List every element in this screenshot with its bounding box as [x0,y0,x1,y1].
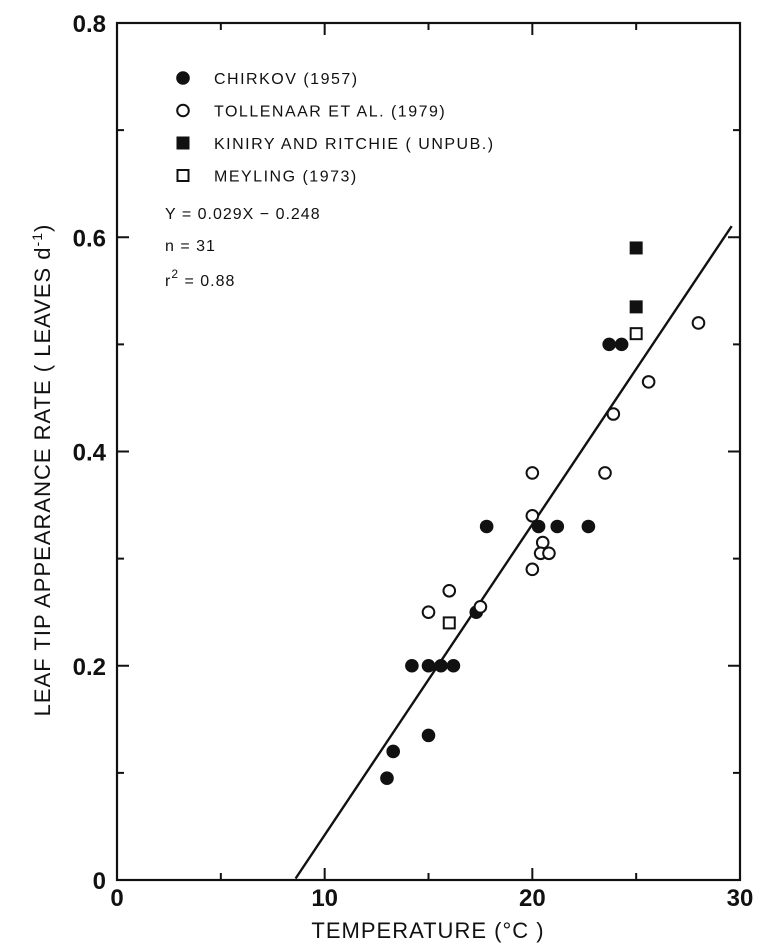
data-point [542,546,556,561]
y-tick-label: 0.2 [73,654,106,681]
x-tick-label: 10 [311,885,338,912]
data-point [629,241,643,255]
data-point [421,658,436,673]
y-axis-label: LEAF TIP APPEARANCE RATE ( LEAVES d-1) [29,224,55,717]
y-tick-label: 0.6 [73,225,106,252]
data-point [386,744,400,759]
equation-text: Y = 0.029X − 0.248 [165,206,321,223]
x-tick-label: 30 [727,885,754,912]
legend-marker [176,71,190,85]
axis-ticks [116,22,741,881]
y-axis-label-end: ) [30,224,55,232]
data-point [442,616,456,630]
r2-suffix: = 0.88 [179,273,235,290]
data-point [479,519,494,534]
legend: CHIRKOV (1957) TOLLENAAR ET AL. (1979) KIN… [176,71,495,186]
legend-marker [176,169,190,182]
series-3 [629,241,643,314]
data-point [614,337,629,352]
series-2 [421,316,706,619]
data-point [641,375,656,389]
series-4 [442,327,643,630]
data-point [525,562,540,577]
data-point [535,535,550,550]
n-text: n = 31 [165,238,216,255]
data-point [629,327,643,341]
y-axis-label-main: LEAF TIP APPEARANCE RATE ( LEAVES d [30,246,55,716]
regression-line [294,225,733,880]
axis-tick-labels: 0 10 20 30 0 0.2 0.4 0.6 0.8 [73,11,754,912]
data-point [531,519,546,534]
data-point [602,337,616,352]
r2-text: r2 = 0.88 [165,267,235,290]
y-axis-label-superscript: -1 [29,232,45,246]
data-point [629,300,643,314]
x-tick-label: 0 [110,885,123,912]
y-tick-label: 0.4 [73,440,107,467]
y-tick-label: 0.8 [73,11,106,38]
data-point [581,519,596,534]
legend-label: MEYLING (1973) [214,169,358,186]
data-point [380,771,394,786]
legend-label: KINIRY AND RITCHIE ( UNPUB.) [214,136,495,153]
data-point [405,658,419,673]
data-point [550,519,565,534]
x-tick-label: 20 [519,885,546,912]
legend-label: TOLLENAAR ET AL. (1979) [214,104,446,121]
data-point [442,583,457,598]
legend-label: CHIRKOV (1957) [214,71,359,88]
series-1 [380,337,629,786]
r2-prefix: r [165,273,171,290]
y-tick-label: 0 [93,868,106,895]
fit-annotations: Y = 0.029X − 0.248 n = 31 r2 = 0.88 [165,206,321,290]
data-point [473,600,488,614]
data-points [380,241,706,786]
data-point [525,466,540,480]
legend-marker [176,103,190,118]
x-axis-label: TEMPERATURE (°C ) [311,918,544,943]
data-point [446,658,461,673]
legend-marker [176,136,190,150]
data-point [691,316,706,330]
data-point [421,728,436,743]
data-point [598,466,612,480]
r2-superscript: 2 [171,267,179,281]
data-point [421,605,436,619]
data-point [525,508,540,523]
data-point [606,407,621,421]
data-point [434,658,448,673]
